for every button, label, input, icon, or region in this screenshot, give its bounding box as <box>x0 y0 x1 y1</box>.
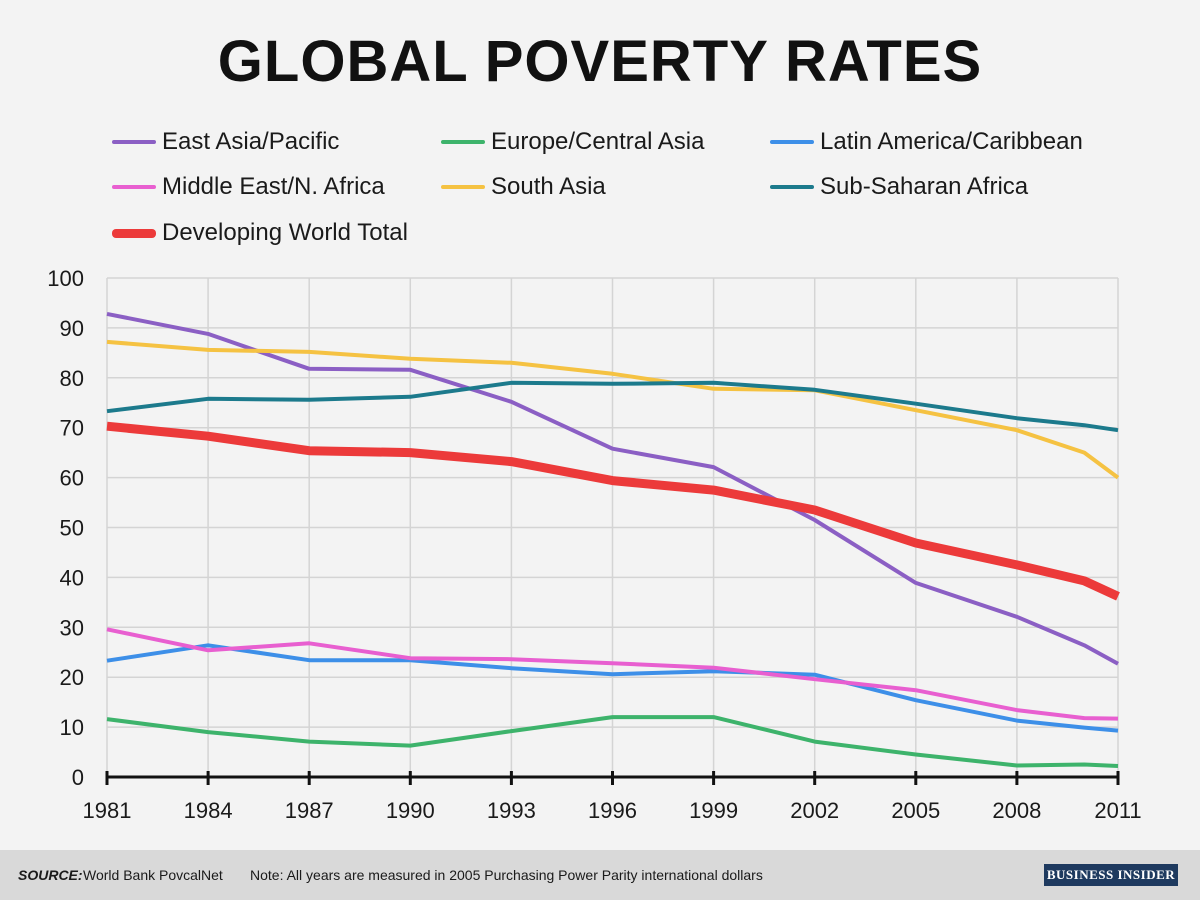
x-tick-label: 1993 <box>487 798 536 823</box>
axes <box>105 771 1120 785</box>
series-lines <box>106 311 1120 768</box>
legend-swatch-sub-saharan-africa <box>770 185 814 189</box>
legend-swatch-latin-america-caribbean <box>770 140 814 144</box>
y-tick-label: 20 <box>60 665 84 690</box>
brand-logo[interactable]: BUSINESS INSIDER <box>1044 864 1178 886</box>
y-tick-label: 60 <box>60 466 84 491</box>
legend-label-south-asia: South Asia <box>491 173 606 200</box>
x-tick-label: 2005 <box>891 798 940 823</box>
legend-item-east-asia-pacific: East Asia/Pacific <box>112 127 339 157</box>
legend-swatch-europe-central-asia <box>441 140 485 144</box>
legend-swatch-middle-east-n-africa <box>112 185 156 189</box>
x-tick-label: 1996 <box>588 798 637 823</box>
legend-label-middle-east-n-africa: Middle East/N. Africa <box>162 173 385 200</box>
gridlines <box>106 277 1119 777</box>
series-line-latin-america-caribbean <box>106 643 1119 733</box>
footer-note: Note: All years are measured in 2005 Pur… <box>250 867 763 883</box>
legend-label-latin-america-caribbean: Latin America/Caribbean <box>820 128 1083 155</box>
legend-swatch-south-asia <box>441 185 485 189</box>
y-tick-label: 40 <box>60 565 84 590</box>
x-tick-label: 1990 <box>386 798 435 823</box>
series-line-south-asia <box>106 339 1120 480</box>
series-line-developing-world-total <box>106 421 1120 601</box>
y-tick-label: 80 <box>60 366 84 391</box>
y-tick-label: 50 <box>60 516 84 541</box>
legend-item-middle-east-n-africa: Middle East/N. Africa <box>112 172 385 202</box>
legend-label-east-asia-pacific: East Asia/Pacific <box>162 128 340 155</box>
legend-swatch-east-asia-pacific <box>112 140 156 144</box>
legend-item-developing-world-total: Developing World Total <box>112 218 408 248</box>
legend-item-europe-central-asia: Europe/Central Asia <box>441 127 704 157</box>
source-key: SOURCE: <box>18 867 83 883</box>
legend-item-south-asia: South Asia <box>441 172 606 202</box>
legend-swatch-developing-world-total <box>112 228 156 238</box>
x-tick-label: 1984 <box>184 798 233 823</box>
x-tick-label: 2002 <box>790 798 839 823</box>
legend-label-sub-saharan-africa: Sub-Saharan Africa <box>820 173 1029 200</box>
x-tick-label: 1999 <box>689 798 738 823</box>
tick-labels: 0 10 20 30 40 50 60 70 80 90 100 1981 1984 1987 1990 19… <box>47 266 1141 823</box>
series-line-middle-east-n-africa <box>106 627 1119 721</box>
legend: East Asia/Pacific Europe/Central Asia La… <box>0 0 1200 260</box>
y-tick-label: 30 <box>60 615 84 640</box>
series-line-sub-saharan-africa <box>106 380 1119 433</box>
x-tick-label: 1981 <box>83 798 132 823</box>
y-tick-label: 90 <box>60 316 84 341</box>
legend-label-developing-world-total: Developing World Total <box>162 219 408 246</box>
source-value: World Bank PovcalNet <box>83 867 223 883</box>
x-tick-label: 2011 <box>1094 798 1141 823</box>
footer: SOURCE: World Bank PovcalNet Note: All y… <box>0 850 1200 900</box>
x-tick-label: 2008 <box>992 798 1041 823</box>
x-tick-label: 1987 <box>285 798 334 823</box>
series-line-europe-central-asia <box>106 715 1119 768</box>
legend-item-sub-saharan-africa: Sub-Saharan Africa <box>770 172 1028 202</box>
y-tick-label: 100 <box>47 266 84 291</box>
y-tick-label: 10 <box>60 715 84 740</box>
line-chart: 0 10 20 30 40 50 60 70 80 90 100 1981 1984 1987 1990 19… <box>47 266 1141 823</box>
chart-title: GLOBAL POVERTY RATES <box>217 29 983 94</box>
y-tick-label: 0 <box>72 765 84 790</box>
y-tick-label: 70 <box>60 416 84 441</box>
series-line-east-asia-pacific <box>106 311 1119 666</box>
legend-item-latin-america-caribbean: Latin America/Caribbean <box>770 127 1083 157</box>
legend-label-europe-central-asia: Europe/Central Asia <box>491 128 705 155</box>
